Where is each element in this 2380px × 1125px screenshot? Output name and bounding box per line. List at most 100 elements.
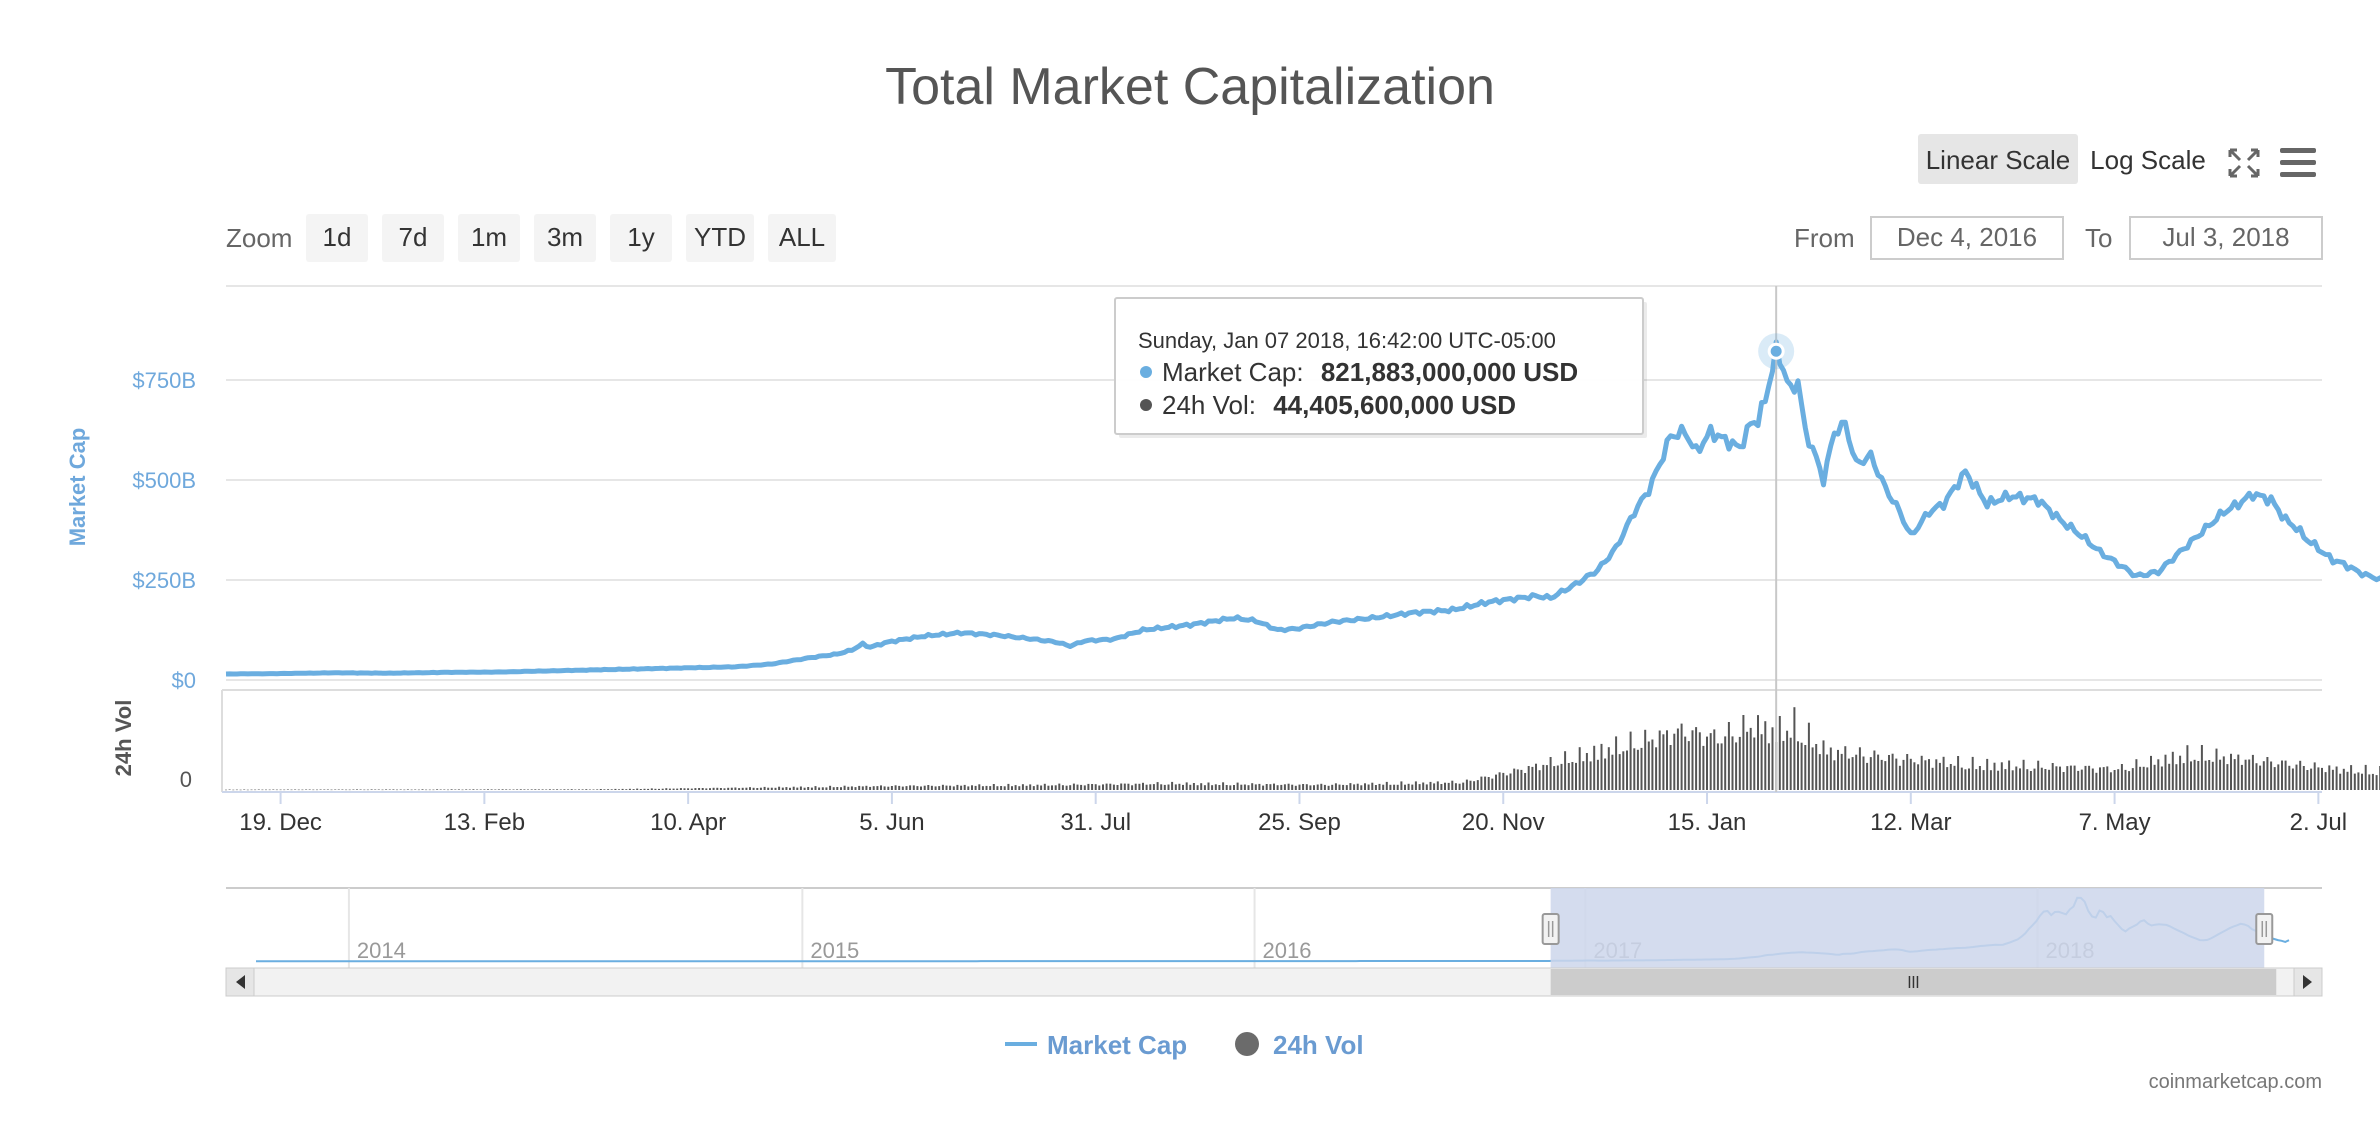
volume-bar	[1633, 748, 1636, 790]
volume-bar	[1749, 727, 1752, 790]
volume-bar	[679, 788, 682, 790]
volume-bar	[1720, 743, 1723, 790]
volume-bar	[949, 785, 952, 790]
volume-bar	[243, 789, 246, 790]
volume-bar	[1880, 759, 1883, 790]
market-cap-series-line[interactable]	[225, 339, 2380, 677]
volume-bar	[1738, 736, 1741, 790]
volume-bar	[534, 789, 537, 790]
volume-bar	[1535, 763, 1537, 790]
volume-bar	[1786, 730, 1789, 790]
zoom-button-all[interactable]: ALL	[768, 214, 836, 262]
zoom-button-7d[interactable]: 7d	[382, 214, 444, 262]
volume-bar	[1225, 785, 1228, 790]
fullscreen-icon[interactable]	[2226, 146, 2262, 178]
volume-bar	[963, 784, 966, 790]
volume-bar	[2291, 768, 2294, 790]
scrollbar-right-arrow[interactable]	[2293, 967, 2323, 997]
volume-bar	[1691, 730, 1694, 790]
zoom-button-1y[interactable]: 1y	[610, 214, 672, 262]
volume-bar	[1291, 784, 1294, 790]
log-scale-button[interactable]: Log Scale	[2090, 145, 2206, 175]
volume-bar	[858, 785, 861, 790]
volume-bar	[661, 788, 664, 790]
handle-grip	[2255, 913, 2274, 945]
volume-bar	[2273, 767, 2276, 790]
volume-bar	[341, 789, 344, 790]
volume-bar	[1243, 784, 1246, 790]
volume-bar	[1007, 783, 1010, 790]
volume-bar	[2124, 769, 2127, 790]
hover-point-marker[interactable]	[1767, 342, 1785, 360]
volume-bar	[1131, 785, 1134, 790]
volume-bar	[829, 785, 832, 790]
volume-bar	[312, 789, 315, 791]
volume-bar	[1727, 722, 1730, 790]
volume-bar	[1855, 754, 1858, 790]
navigator[interactable]: 20142015201620172018	[226, 887, 2322, 968]
volume-bar	[668, 788, 671, 790]
y-tick-label: $750B	[132, 368, 196, 393]
volume-bar	[2288, 765, 2291, 790]
volume-bar	[1877, 754, 1880, 790]
volume-bar	[1043, 783, 1046, 790]
volume-bar	[1527, 766, 1530, 790]
linear-scale-button[interactable]: Linear Scale	[1918, 134, 2078, 184]
volume-bar	[1440, 784, 1443, 790]
zoom-button-1m[interactable]: 1m	[458, 214, 520, 262]
navigator-right-handle[interactable]	[2255, 913, 2274, 945]
volume-bar	[2168, 763, 2171, 790]
zoom-button-ytd[interactable]: YTD	[686, 214, 754, 262]
volume-bar	[1127, 783, 1130, 790]
volume-bar	[1687, 741, 1690, 790]
credits-link[interactable]: coinmarketcap.com	[2149, 1071, 2322, 1093]
volume-bar	[2164, 754, 2167, 790]
zoom-button-3m[interactable]: 3m	[534, 214, 596, 262]
volume-bar	[1374, 785, 1377, 790]
volume-bar	[356, 789, 358, 790]
volume-bar	[2248, 759, 2251, 790]
navigator-left-handle[interactable]	[1541, 913, 1560, 945]
volume-bar	[414, 789, 417, 790]
volume-bar	[541, 789, 544, 790]
volume-bar	[1782, 740, 1785, 790]
volume-bar	[2321, 767, 2323, 790]
zoom-button-1d[interactable]: 1d	[306, 214, 368, 262]
volume-bar	[2091, 768, 2094, 790]
x-tick-label: 25. Sep	[1258, 809, 1341, 836]
volume-bar	[1636, 749, 1639, 790]
legend-item-market-cap[interactable]: Market Cap	[1005, 1030, 1187, 1060]
volume-bar	[1909, 758, 1912, 790]
scrollbar-left-arrow[interactable]	[225, 967, 255, 997]
navigator-selection-mask[interactable]	[1550, 888, 2265, 968]
volume-bar	[265, 789, 267, 791]
volume-bar	[545, 789, 548, 790]
volume-bar	[1447, 782, 1450, 790]
volume-bar	[1615, 736, 1618, 790]
volume-bar	[294, 789, 297, 790]
legend-item-24h-vol[interactable]: 24h Vol	[1235, 1030, 1364, 1060]
zoom-buttons: 1d 7d 1m 3m 1y YTD ALL	[306, 214, 836, 262]
volume-bar	[1713, 729, 1716, 790]
to-date-input[interactable]: Jul 3, 2018	[2129, 216, 2323, 260]
from-label: From	[1794, 223, 1855, 253]
volume-bar	[1283, 784, 1286, 790]
from-date-input[interactable]: Dec 4, 2016	[1870, 216, 2064, 260]
tooltip-market-cap-bullet	[1140, 366, 1152, 378]
zoom-button-label: ALL	[779, 222, 825, 252]
volume-bar	[1862, 756, 1865, 790]
volume-bar	[1531, 766, 1534, 790]
volume-bar	[745, 787, 748, 790]
volume-bar	[650, 788, 653, 790]
scrollbar-thumb[interactable]	[1550, 969, 2277, 995]
volume-bar	[2117, 769, 2120, 790]
tooltip-market-cap-value: 821,883,000,000 USD	[1321, 357, 1578, 387]
volume-bar	[2044, 769, 2047, 790]
volume-bar	[945, 785, 948, 790]
volume-bar	[599, 789, 602, 790]
scrollbar[interactable]	[225, 967, 2323, 997]
volume-bar	[1640, 747, 1643, 790]
volume-bar	[2313, 762, 2316, 790]
volume-bar	[501, 789, 504, 790]
hamburger-menu-icon[interactable]	[2278, 146, 2318, 180]
